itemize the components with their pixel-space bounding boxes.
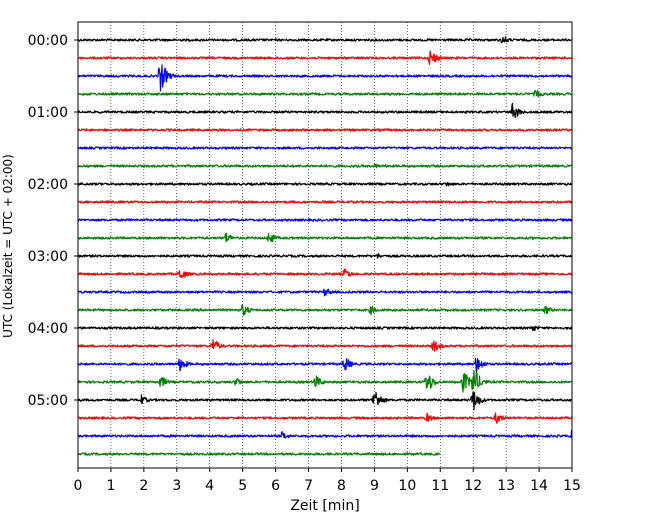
trace-line (77, 128, 573, 132)
x-tick-label: 15 (563, 478, 581, 494)
y-tick-label: 00:00 (28, 33, 68, 49)
y-tick-label: 05:00 (28, 393, 68, 409)
x-tick-label: 10 (398, 478, 416, 494)
trace-line (77, 200, 573, 204)
x-tick-label: 11 (431, 478, 449, 494)
x-tick-label: 14 (530, 478, 548, 494)
trace-line (77, 391, 573, 411)
trace-line (77, 412, 573, 424)
x-tick-label: 12 (464, 478, 482, 494)
x-tick-label: 8 (337, 478, 346, 494)
x-tick-label: 1 (106, 478, 115, 494)
trace-line (77, 357, 573, 375)
trace-line (77, 182, 573, 187)
x-tick-label: 3 (172, 478, 181, 494)
trace-line (77, 268, 573, 279)
trace-group (77, 36, 573, 456)
x-tick-label: 6 (271, 478, 280, 494)
trace-line (77, 146, 573, 150)
trace-line (77, 162, 573, 169)
x-tick-label: 5 (238, 478, 247, 494)
trace-line (77, 64, 573, 92)
trace-line (77, 232, 573, 243)
y-tick-label: 02:00 (28, 177, 68, 193)
x-tick-label: 0 (74, 478, 83, 494)
trace-line (77, 50, 573, 66)
trace-line (77, 102, 573, 119)
trace-line (77, 36, 573, 44)
y-tick-label: 04:00 (28, 321, 68, 337)
trace-line (77, 452, 441, 456)
trace-line (77, 429, 573, 439)
x-tick-label: 9 (370, 478, 379, 494)
x-axis: 0 1 2 3 4 5 6 7 8 9 10 11 12 13 14 15 (74, 468, 581, 494)
x-tick-label: 4 (205, 478, 214, 494)
x-axis-label: Zeit [min] (290, 498, 359, 514)
y-axis-label: UTC (Lokalzeit = UTC + 02:00) (1, 154, 15, 338)
trace-line (77, 370, 573, 393)
x-tick-label: 13 (497, 478, 515, 494)
plot-frame (77, 21, 573, 469)
y-tick-label: 03:00 (28, 249, 68, 265)
trace-line (77, 325, 573, 331)
trace-line (77, 218, 573, 222)
y-tick-label: 01:00 (28, 105, 68, 121)
trace-line (77, 288, 573, 297)
trace-line (77, 253, 573, 259)
trace-line (77, 89, 573, 98)
trace-line (77, 304, 573, 316)
x-tick-label: 7 (304, 478, 313, 494)
y-axis: 00:00 01:00 02:00 03:00 04:00 05:00 (28, 33, 78, 409)
trace-line (77, 339, 573, 352)
grid-lines (110, 22, 540, 468)
x-tick-label: 2 (139, 478, 148, 494)
